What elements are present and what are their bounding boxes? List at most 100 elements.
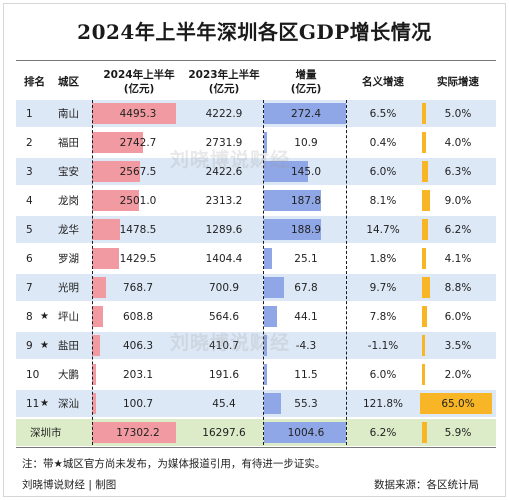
star-marker: ★ — [40, 398, 49, 409]
increase-bar — [264, 306, 278, 327]
header-gdp-2023: 2023年上半年 (亿元) — [184, 62, 264, 104]
real-growth-bar — [422, 161, 428, 182]
real-growth-bar — [422, 248, 426, 269]
credit-text: 刘晓博说财经 | 制图 — [22, 479, 117, 491]
increase-cell: 11.5 — [294, 368, 318, 381]
real-growth-bar — [420, 393, 492, 414]
increase-cell: 25.1 — [294, 252, 318, 265]
gdp-2023-cell: 410.7 — [208, 339, 240, 352]
gdp-2024-bar — [92, 306, 104, 327]
divider-right — [346, 100, 347, 445]
rank-cell: 9 — [26, 339, 33, 352]
gdp-2024-cell: 100.7 — [122, 397, 154, 410]
rank-cell: 3 — [26, 165, 33, 178]
increase-bar — [264, 103, 346, 124]
increase-bar — [264, 132, 268, 153]
real-growth-cell: 6.2% — [444, 223, 472, 236]
header-district: 城区 — [58, 76, 79, 89]
real-growth-bar — [422, 422, 428, 443]
table-row: 9 ★ 盐田 406.3 410.7 -4.3 -1.1% 3.5% — [16, 332, 496, 359]
table-row: 5 龙华 1478.5 1289.6 188.9 14.7% 6.2% — [16, 216, 496, 243]
district-cell: 宝安 — [58, 166, 79, 178]
real-growth-cell: 8.8% — [444, 281, 472, 294]
increase-bar — [264, 161, 308, 182]
real-growth-bar — [422, 219, 428, 240]
increase-bar — [264, 364, 268, 385]
gdp-2023-cell: 4222.9 — [205, 107, 243, 120]
total-row: 深圳市 17302.2 16297.6 1004.6 6.2% 5.9% — [16, 419, 496, 446]
star-marker — [40, 129, 54, 156]
gdp-2023-cell: 700.9 — [208, 281, 240, 294]
gdp-2024-cell: 608.8 — [122, 310, 154, 323]
nominal-growth-cell: 14.7% — [366, 223, 400, 236]
table-row: 1 南山 4495.3 4222.9 272.4 6.5% 5.0% — [16, 100, 496, 127]
table-row: 3 宝安 2567.5 2422.6 145.0 6.0% 6.3% — [16, 158, 496, 185]
district-cell: 罗湖 — [58, 253, 79, 265]
rank-cell: 5 — [26, 223, 33, 236]
gdp-2023-cell: 191.6 — [208, 368, 240, 381]
increase-cell: 187.8 — [290, 194, 322, 207]
rank-cell: 7 — [26, 281, 33, 294]
gdp-2024-bar — [92, 277, 107, 298]
increase-cell: 44.1 — [294, 310, 318, 323]
header-top-rule — [16, 60, 496, 61]
header-real: 实际增速 — [437, 76, 479, 89]
gdp-2024-cell: 2742.7 — [119, 136, 157, 149]
increase-bar — [264, 277, 285, 298]
increase-bar — [264, 422, 346, 443]
gdp-2023-cell: 16297.6 — [202, 426, 246, 439]
gdp-2023-cell: 564.6 — [208, 310, 240, 323]
page-title: 2024年上半年深圳各区GDP增长情况 — [77, 20, 432, 44]
header-gdp-2023-unit: (亿元) — [208, 83, 240, 95]
district-cell: 南山 — [58, 108, 79, 120]
table-row: 11 ★ 深汕 100.7 45.4 55.3 121.8% 65.0% — [16, 390, 496, 417]
increase-bar — [264, 219, 321, 240]
rank-cell: 6 — [26, 252, 33, 265]
gdp-2024-bar — [92, 161, 140, 182]
rank-cell: 8 — [26, 310, 33, 323]
nominal-growth-cell: 1.8% — [369, 252, 397, 265]
real-growth-cell: 4.1% — [444, 252, 472, 265]
star-marker: ★ — [40, 311, 49, 322]
district-cell: 龙华 — [58, 224, 79, 236]
gdp-2023-cell: 2422.6 — [205, 165, 243, 178]
header-gdp-2024-unit: (亿元) — [123, 83, 155, 95]
table-row: 7 光明 768.7 700.9 67.8 9.7% 8.8% — [16, 274, 496, 301]
real-growth-cell: 4.0% — [444, 136, 472, 149]
gdp-2023-cell: 2731.9 — [205, 136, 243, 149]
header-gdp-2024: 2024年上半年 (亿元) — [94, 62, 184, 104]
increase-cell: 55.3 — [294, 397, 318, 410]
gdp-2024-cell: 2567.5 — [119, 165, 157, 178]
gdp-2023-cell: 45.4 — [212, 397, 236, 410]
gdp-2024-bar — [92, 422, 176, 443]
increase-cell: 188.9 — [290, 223, 322, 236]
increase-cell: 67.8 — [294, 281, 318, 294]
district-cell: 坪山 — [58, 311, 79, 323]
real-growth-bar — [422, 190, 431, 211]
header-gdp-2024-label: 2024年上半年 — [103, 69, 175, 82]
increase-cell: -4.3 — [295, 339, 317, 352]
increase-bar — [264, 190, 321, 211]
gdp-2024-cell: 203.1 — [122, 368, 154, 381]
nominal-growth-cell: 6.5% — [369, 107, 397, 120]
real-growth-bar — [422, 335, 426, 356]
star-marker — [40, 361, 54, 388]
nominal-growth-cell: 6.0% — [369, 165, 397, 178]
real-growth-cell: 6.0% — [444, 310, 472, 323]
gdp-2023-cell: 1289.6 — [205, 223, 243, 236]
table-header: 排名 城区 2024年上半年 (亿元) 2023年上半年 (亿元) 增量 (亿元… — [16, 62, 496, 104]
real-growth-bar — [422, 103, 427, 124]
increase-bar — [264, 248, 272, 269]
gdp-2024-cell: 4495.3 — [119, 107, 157, 120]
real-growth-bar — [422, 364, 425, 385]
star-marker — [40, 158, 54, 185]
increase-cell: 1004.6 — [287, 426, 325, 439]
rank-cell: 11 — [26, 397, 40, 410]
district-cell: 龙岗 — [58, 195, 79, 207]
real-growth-bar — [422, 132, 426, 153]
header-gdp-2023-label: 2023年上半年 — [188, 69, 260, 82]
gdp-2024-cell: 1429.5 — [119, 252, 157, 265]
real-growth-cell: 6.3% — [444, 165, 472, 178]
header-rank: 排名 — [24, 76, 45, 89]
divider-left — [92, 100, 93, 445]
